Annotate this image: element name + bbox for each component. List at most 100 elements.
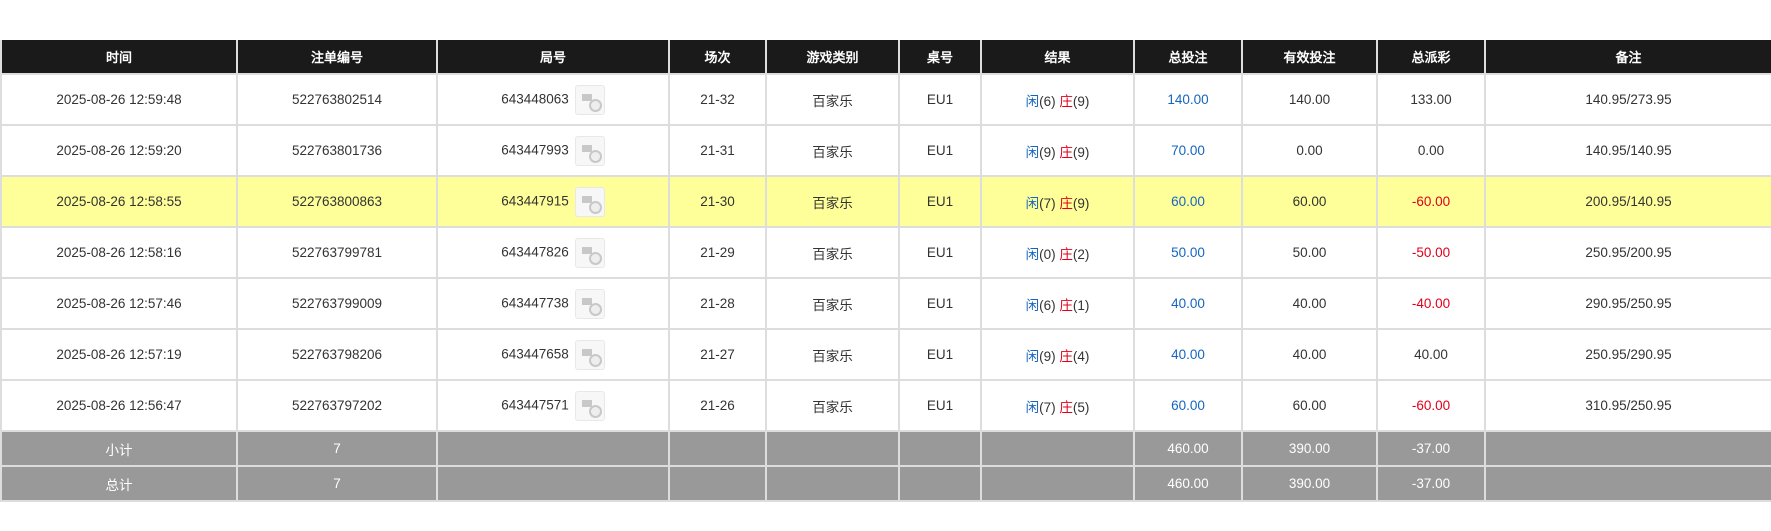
video-replay-icon[interactable]: [574, 390, 605, 421]
player-score: (6): [1039, 93, 1056, 109]
banker-label: 庄: [1059, 93, 1073, 109]
bet-id-cell: 522763799009: [236, 277, 438, 330]
header-total-bet: 总投注: [1133, 40, 1243, 74]
session-cell: 21-26: [668, 379, 767, 432]
banker-score: (1): [1072, 297, 1090, 313]
table-row[interactable]: 2025-08-26 12:57:19 522763798206 6434476…: [0, 328, 1771, 381]
table-no-cell: EU1: [898, 124, 982, 177]
round-number: 643447993: [501, 142, 569, 158]
game-type-cell: 百家乐: [765, 379, 900, 432]
total-row: 总计 7 460.00 390.00 -37.00: [0, 465, 1771, 502]
table-no-cell: EU1: [898, 328, 982, 381]
banker-score: (9): [1072, 144, 1090, 160]
player-score: (9): [1039, 348, 1056, 364]
round-number: 643447571: [501, 397, 569, 413]
round-cell: 643447826: [436, 226, 670, 279]
table-header: 时间 注单编号 局号 场次 游戏类别 桌号 结果 总投注 有效投注 总派彩 备注: [0, 40, 1771, 74]
player-score: (0): [1039, 246, 1056, 262]
player-label: 闲: [1025, 195, 1040, 211]
summary-label: 小计: [0, 430, 238, 467]
table-row[interactable]: 2025-08-26 12:58:55 522763800863 6434479…: [0, 175, 1771, 228]
time-cell: 2025-08-26 12:59:48: [0, 73, 238, 126]
total-bet-cell: 60.00: [1133, 175, 1243, 228]
time-cell: 2025-08-26 12:59:20: [0, 124, 238, 177]
result-cell: 闲(7) 庄(5): [980, 379, 1135, 432]
table-row[interactable]: 2025-08-26 12:56:47 522763797202 6434475…: [0, 379, 1771, 432]
time-cell: 2025-08-26 12:58:55: [0, 175, 238, 228]
total-bet-cell: 40.00: [1133, 277, 1243, 330]
round-cell: 643447915: [436, 175, 670, 228]
game-type-cell: 百家乐: [765, 277, 900, 330]
time-cell: 2025-08-26 12:58:16: [0, 226, 238, 279]
result-cell: 闲(6) 庄(1): [980, 277, 1135, 330]
total-bet-cell: 140.00: [1133, 73, 1243, 126]
session-cell: 21-30: [668, 175, 767, 228]
bet-records-table: 时间 注单编号 局号 场次 游戏类别 桌号 结果 总投注 有效投注 总派彩 备注 2025-08-2…: [0, 40, 1771, 502]
table-row[interactable]: 2025-08-26 12:59:20 522763801736 6434479…: [0, 124, 1771, 177]
video-replay-icon[interactable]: [574, 186, 605, 217]
summary-total-bet: 460.00: [1133, 465, 1243, 502]
bet-id-cell: 522763800863: [236, 175, 438, 228]
time-cell: 2025-08-26 12:57:19: [0, 328, 238, 381]
round-number: 643447738: [501, 295, 569, 311]
valid-bet-cell: 50.00: [1241, 226, 1378, 279]
bet-id-cell: 522763799781: [236, 226, 438, 279]
valid-bet-cell: 0.00: [1241, 124, 1378, 177]
video-replay-icon[interactable]: [574, 135, 605, 166]
payout-cell: 133.00: [1376, 73, 1486, 126]
summary-label: 总计: [0, 465, 238, 502]
table-no-cell: EU1: [898, 175, 982, 228]
time-cell: 2025-08-26 12:57:46: [0, 277, 238, 330]
player-label: 闲: [1025, 246, 1040, 262]
header-note: 备注: [1484, 40, 1771, 74]
banker-score: (9): [1072, 195, 1090, 211]
summary-total-bet: 460.00: [1133, 430, 1243, 467]
banker-label: 庄: [1059, 246, 1073, 262]
table-no-cell: EU1: [898, 379, 982, 432]
result-cell: 闲(6) 庄(9): [980, 73, 1135, 126]
table-no-cell: EU1: [898, 277, 982, 330]
bet-id-cell: 522763801736: [236, 124, 438, 177]
subtotal-row: 小计 7 460.00 390.00 -37.00: [0, 430, 1771, 467]
total-bet-cell: 60.00: [1133, 379, 1243, 432]
session-cell: 21-32: [668, 73, 767, 126]
header-round: 局号: [436, 40, 670, 74]
note-cell: 140.95/140.95: [1484, 124, 1771, 177]
video-replay-icon[interactable]: [574, 339, 605, 370]
table-row[interactable]: 2025-08-26 12:57:46 522763799009 6434477…: [0, 277, 1771, 330]
round-number: 643447915: [501, 193, 569, 209]
summary-count: 7: [236, 430, 438, 467]
table-no-cell: EU1: [898, 226, 982, 279]
summary-payout: -37.00: [1376, 465, 1486, 502]
round-cell: 643447993: [436, 124, 670, 177]
game-type-cell: 百家乐: [765, 328, 900, 381]
table-row[interactable]: 2025-08-26 12:58:16 522763799781 6434478…: [0, 226, 1771, 279]
payout-cell: 0.00: [1376, 124, 1486, 177]
player-score: (7): [1039, 399, 1056, 415]
header-result: 结果: [980, 40, 1135, 74]
total-bet-cell: 70.00: [1133, 124, 1243, 177]
result-cell: 闲(9) 庄(9): [980, 124, 1135, 177]
banker-label: 庄: [1059, 297, 1073, 313]
session-cell: 21-31: [668, 124, 767, 177]
banker-label: 庄: [1059, 144, 1073, 160]
player-label: 闲: [1025, 348, 1040, 364]
header-table-no: 桌号: [898, 40, 982, 74]
bet-id-cell: 522763798206: [236, 328, 438, 381]
banker-score: (4): [1072, 348, 1090, 364]
payout-cell: -40.00: [1376, 277, 1486, 330]
header-game-type: 游戏类别: [765, 40, 900, 74]
game-type-cell: 百家乐: [765, 124, 900, 177]
payout-cell: -50.00: [1376, 226, 1486, 279]
round-cell: 643447571: [436, 379, 670, 432]
summary-payout: -37.00: [1376, 430, 1486, 467]
table-row[interactable]: 2025-08-26 12:59:48 522763802514 6434480…: [0, 73, 1771, 126]
video-replay-icon[interactable]: [574, 237, 605, 268]
payout-cell: -60.00: [1376, 175, 1486, 228]
summary-valid-bet: 390.00: [1241, 465, 1378, 502]
result-cell: 闲(7) 庄(9): [980, 175, 1135, 228]
valid-bet-cell: 40.00: [1241, 277, 1378, 330]
video-replay-icon[interactable]: [574, 288, 605, 319]
banker-score: (2): [1072, 246, 1090, 262]
video-replay-icon[interactable]: [574, 84, 605, 115]
